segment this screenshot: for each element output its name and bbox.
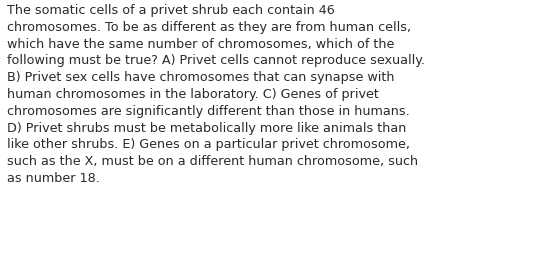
Text: The somatic cells of a privet shrub each contain 46
chromosomes. To be as differ: The somatic cells of a privet shrub each…	[7, 4, 425, 185]
